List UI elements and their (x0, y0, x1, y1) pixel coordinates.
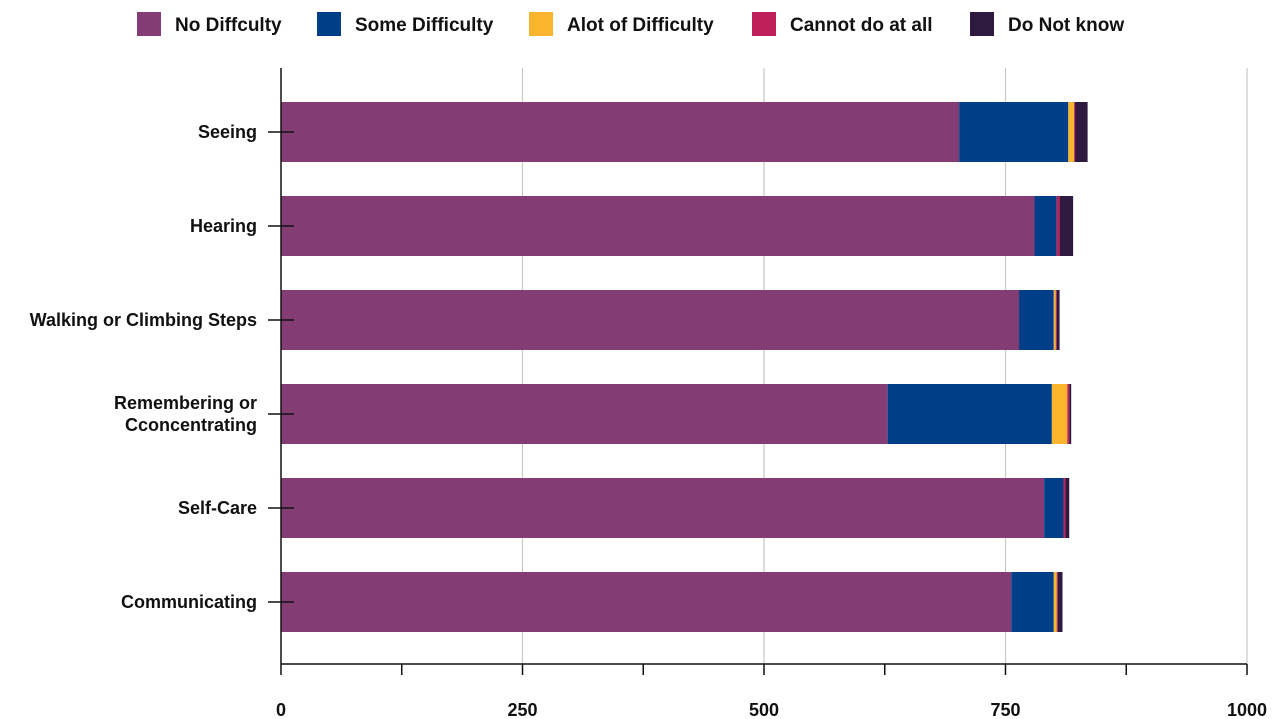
legend-swatch-0 (137, 12, 161, 36)
legend-swatch-1 (317, 12, 341, 36)
legend-label-2: Alot of Difficulty (567, 15, 714, 36)
legend: No Diffculty Some Difficulty Alot of Diffi… (137, 12, 1124, 36)
legend-label-0: No Diffculty (175, 15, 282, 36)
category-label-5: Communicating (121, 592, 257, 612)
x-tick-labels: 0 250 500 750 1000 (276, 700, 1267, 719)
bar-2-4 (1056, 290, 1060, 350)
category-label-1: Hearing (190, 216, 257, 236)
bar-5-1 (1011, 572, 1054, 632)
bar-0-4 (1075, 102, 1088, 162)
x-tick-label-1: 250 (507, 700, 537, 719)
bar-4-0 (281, 478, 1045, 538)
bars (281, 102, 1088, 632)
bar-1-4 (1059, 196, 1074, 256)
bar-0-1 (959, 102, 1069, 162)
bar-5-0 (281, 572, 1012, 632)
legend-label-4: Do Not know (1008, 15, 1124, 36)
legend-label-3: Cannot do at all (790, 15, 933, 36)
bar-1-1 (1034, 196, 1057, 256)
bar-4-1 (1044, 478, 1064, 538)
category-label-0: Seeing (198, 122, 257, 142)
category-label-4: Self-Care (178, 498, 257, 518)
bar-5-4 (1057, 572, 1063, 632)
bar-3-0 (281, 384, 888, 444)
axes (268, 68, 1248, 675)
bar-1-3 (1056, 196, 1060, 256)
legend-swatch-2 (529, 12, 553, 36)
bar-5-3 (1056, 572, 1058, 632)
bar-4-3 (1063, 478, 1066, 538)
bar-3-1 (887, 384, 1052, 444)
category-label-3: Remembering or Cconcentrating (114, 393, 257, 435)
grid-lines (521, 68, 1248, 664)
bar-5-2 (1053, 572, 1057, 632)
x-tick-label-0: 0 (276, 700, 286, 719)
bar-2-1 (1019, 290, 1054, 350)
category-label-2: Walking or Climbing Steps (30, 310, 257, 330)
bar-2-0 (281, 290, 1020, 350)
bar-3-4 (1069, 384, 1072, 444)
bar-0-0 (281, 102, 960, 162)
bar-4-4 (1065, 478, 1070, 538)
x-tick-label-4: 1000 (1227, 700, 1267, 719)
bar-1-0 (281, 196, 1035, 256)
legend-label-1: Some Difficulty (355, 15, 494, 36)
bar-0-3 (1074, 102, 1076, 162)
legend-swatch-4 (970, 12, 994, 36)
bar-3-3 (1067, 384, 1070, 444)
x-tick-label-3: 750 (990, 700, 1020, 719)
bar-2-2 (1053, 290, 1056, 350)
category-labels: Seeing Hearing Walking or Climbing Steps Re… (30, 122, 257, 612)
bar-3-2 (1051, 384, 1068, 444)
bar-2-3 (1055, 290, 1057, 350)
x-tick-label-2: 500 (749, 700, 779, 719)
legend-swatch-3 (752, 12, 776, 36)
bar-0-2 (1068, 102, 1075, 162)
